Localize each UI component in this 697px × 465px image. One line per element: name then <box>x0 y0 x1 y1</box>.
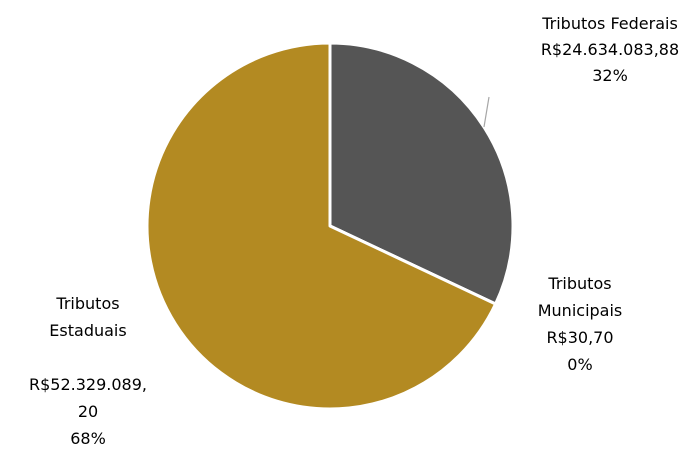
data-label-estaduais-line: 20 <box>78 402 98 421</box>
data-label-federais: Tributos Federais R$24.634.083,88 32% <box>541 14 679 85</box>
pie-slice-estaduais <box>145 41 498 411</box>
data-label-municipais-line: R$30,70 <box>546 328 613 347</box>
pie-slice-federais <box>328 41 515 306</box>
data-label-estaduais-line: 68% <box>70 429 106 448</box>
data-label-estaduais-line: Tributos <box>55 294 119 313</box>
data-label-municipais-line: 0% <box>567 355 592 374</box>
data-label-estaduais: Tributos Estaduais R$52.329.089, 20 68% <box>29 294 147 448</box>
slices-layer <box>145 41 515 411</box>
data-label-federais-line: 32% <box>592 66 628 85</box>
data-label-municipais-line: Municipais <box>538 301 623 320</box>
federais-leader-line <box>483 96 490 128</box>
data-label-municipais: Tributos Municipais R$30,70 0% <box>538 274 623 374</box>
data-label-estaduais-line: R$52.329.089, <box>29 375 147 394</box>
data-label-municipais-line: Tributos <box>547 274 611 293</box>
labels-layer: Tributos Federais R$24.634.083,88 32% Trib… <box>29 14 679 448</box>
data-label-federais-line: Tributos Federais <box>541 14 678 33</box>
data-label-estaduais-line: Estaduais <box>49 321 126 340</box>
data-label-federais-line: R$24.634.083,88 <box>541 40 679 59</box>
